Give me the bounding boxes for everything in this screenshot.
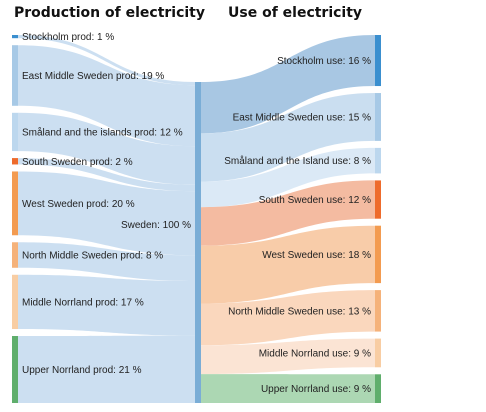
- use-heading: Use of electricity: [228, 5, 363, 21]
- use-label-west-sweden-use-18: West Sweden use: 18 %: [262, 250, 371, 261]
- use-flows: [201, 35, 375, 403]
- production-flow-middle-norrland-prod-17: [18, 274, 195, 336]
- production-node-west-sweden-prod-20: [12, 171, 18, 236]
- production-node-east-middle-sweden-prod-19: [12, 45, 18, 106]
- production-label-east-middle-sweden-prod-19: East Middle Sweden prod: 19 %: [22, 71, 164, 82]
- use-flow-west-sweden-use-18: [201, 225, 375, 304]
- use-flow-north-middle-sweden-use-13: [201, 290, 375, 346]
- use-node-upper-norrland-use-9: [375, 374, 381, 403]
- use-node-sm-land-and-the-island-use-8: [375, 147, 381, 174]
- production-node-middle-norrland-prod-17: [12, 274, 18, 330]
- production-label-south-sweden-prod-2: South Sweden prod: 2 %: [22, 157, 133, 168]
- use-flow-stockholm-use-16: [201, 35, 375, 134]
- production-label-upper-norrland-prod-21: Upper Norrland prod: 21 %: [22, 365, 142, 376]
- use-node-middle-norrland-use-9: [375, 338, 381, 368]
- production-label-stockholm-prod-1: Stockholm prod: 1 %: [22, 32, 114, 43]
- hub-label: Sweden: 100 %: [121, 220, 191, 231]
- use-label-south-sweden-use-12: South Sweden use: 12 %: [259, 195, 371, 206]
- use-node-east-middle-sweden-use-15: [375, 93, 381, 141]
- use-label-east-middle-sweden-use-15: East Middle Sweden use: 15 %: [233, 112, 372, 123]
- use-flow-upper-norrland-use-9: [201, 374, 375, 403]
- use-label-upper-norrland-use-9: Upper Norrland use: 9 %: [261, 384, 371, 395]
- use-label-stockholm-use-16: Stockholm use: 16 %: [277, 56, 371, 67]
- use-node-stockholm-use-16: [375, 35, 381, 87]
- use-flow-south-sweden-use-12: [201, 180, 375, 246]
- production-flow-south-sweden-prod-2: [18, 158, 195, 192]
- use-node-south-sweden-use-12: [375, 180, 381, 219]
- production-flow-stockholm-prod-1: [18, 35, 195, 86]
- production-flow-west-sweden-prod-20: [18, 171, 195, 256]
- use-label-sm-land-and-the-island-use-8: Småland and the Island use: 8 %: [224, 155, 371, 167]
- production-node-north-middle-sweden-prod-8: [12, 242, 18, 268]
- production-label-west-sweden-prod-20: West Sweden prod: 20 %: [22, 199, 135, 210]
- production-flow-upper-norrland-prod-21: [18, 335, 195, 403]
- use-flow-sm-land-and-the-island-use-8: [201, 147, 375, 208]
- use-nodes: Stockholm use: 16 % East Middle Sweden us…: [224, 35, 381, 403]
- production-node-south-sweden-prod-2: [12, 158, 18, 165]
- use-flow-middle-norrland-use-9: [201, 338, 375, 375]
- production-flow-sm-land-and-the-islands-prod-12: [18, 112, 195, 185]
- production-label-middle-norrland-prod-17: Middle Norrland prod: 17 %: [22, 297, 144, 308]
- production-label-sm-land-and-the-islands-prod-12: Småland and the islands prod: 12 %: [22, 126, 183, 138]
- hub-node-bar: [195, 82, 201, 403]
- production-node-upper-norrland-prod-21: [12, 336, 18, 403]
- production-nodes: Stockholm prod: 1 % East Middle Sweden pr…: [12, 32, 183, 403]
- use-node-north-middle-sweden-use-13: [375, 290, 381, 332]
- production-heading: Production of electricity: [14, 5, 206, 21]
- use-label-north-middle-sweden-use-13: North Middle Sweden use: 13 %: [228, 306, 371, 317]
- use-node-west-sweden-use-18: [375, 225, 381, 284]
- use-label-middle-norrland-use-9: Middle Norrland use: 9 %: [259, 348, 371, 359]
- production-node-sm-land-and-the-islands-prod-12: [12, 112, 18, 152]
- production-label-north-middle-sweden-prod-8: North Middle Sweden prod: 8 %: [22, 251, 163, 262]
- production-flow-north-middle-sweden-prod-8: [18, 242, 195, 282]
- production-node-stockholm-prod-1: [12, 35, 18, 39]
- production-flows: [18, 35, 195, 403]
- sweden-hub: Sweden: 100 %: [121, 82, 201, 403]
- production-flow-east-middle-sweden-prod-19: [18, 45, 195, 147]
- use-flow-east-middle-sweden-use-15: [201, 93, 375, 182]
